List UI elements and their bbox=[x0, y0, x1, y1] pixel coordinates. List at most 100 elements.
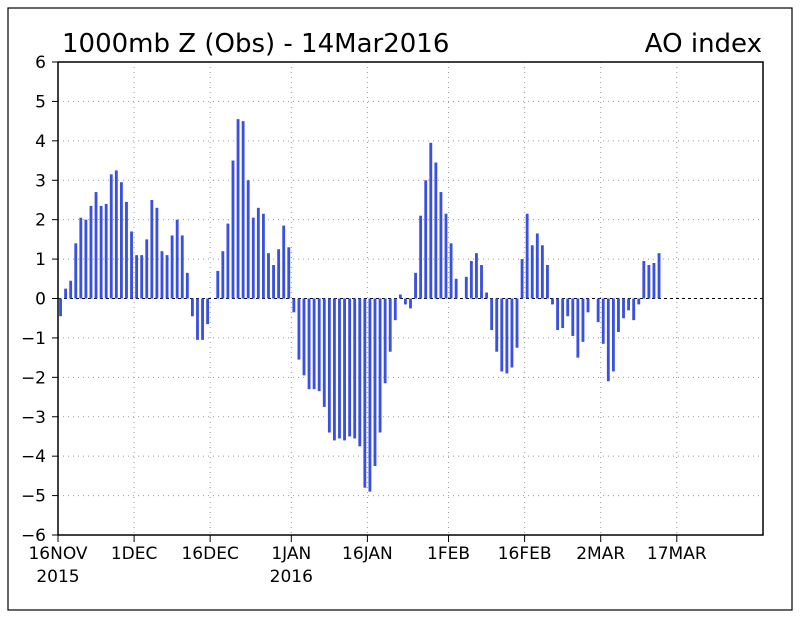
bar bbox=[353, 298, 357, 439]
bar bbox=[69, 280, 73, 299]
bar bbox=[576, 298, 580, 358]
bar bbox=[130, 231, 133, 299]
bar bbox=[444, 213, 448, 299]
bars bbox=[59, 119, 661, 492]
bar bbox=[611, 298, 615, 372]
y-tick-label: −1 bbox=[21, 329, 46, 349]
bar bbox=[343, 298, 346, 441]
y-tick-label: 0 bbox=[35, 290, 46, 310]
bar bbox=[368, 298, 372, 492]
bar bbox=[495, 298, 499, 352]
y-tick-label: −3 bbox=[21, 408, 46, 428]
bar bbox=[165, 255, 169, 299]
bar bbox=[383, 298, 387, 384]
x-tick-label: 1JAN bbox=[271, 544, 311, 564]
x-tick-label: 16FEB bbox=[498, 544, 552, 564]
bar bbox=[414, 272, 417, 299]
chart-title: 1000mb Z (Obs) - 14Mar2016 bbox=[62, 29, 449, 59]
bar bbox=[642, 261, 646, 299]
bar bbox=[617, 298, 620, 332]
x-tick-label: 1DEC bbox=[111, 544, 158, 564]
bar bbox=[398, 294, 402, 299]
bar bbox=[525, 213, 529, 299]
bar bbox=[114, 170, 118, 299]
y-tick-label: −2 bbox=[21, 368, 46, 388]
bar bbox=[429, 142, 433, 299]
bar bbox=[272, 265, 275, 299]
bar bbox=[520, 259, 524, 299]
bar bbox=[647, 265, 651, 299]
bar bbox=[241, 121, 245, 299]
bar bbox=[485, 292, 488, 299]
y-axis: 6 5 4 3 2 1 0 −1 −2 −3 −4 −5 −6 bbox=[21, 53, 58, 546]
bar bbox=[190, 298, 194, 317]
bar bbox=[464, 276, 468, 299]
bar bbox=[216, 270, 220, 299]
bar bbox=[358, 298, 362, 447]
bar bbox=[469, 261, 473, 299]
bar bbox=[373, 298, 377, 467]
bar bbox=[150, 199, 154, 299]
bar bbox=[206, 298, 210, 325]
bar bbox=[581, 298, 585, 342]
bar bbox=[109, 174, 113, 299]
bar bbox=[637, 298, 641, 305]
x-tick-label: 16JAN bbox=[342, 544, 393, 564]
bar bbox=[135, 255, 139, 299]
bar bbox=[348, 298, 352, 437]
bar bbox=[551, 298, 554, 305]
bar bbox=[378, 298, 382, 433]
bar bbox=[246, 180, 250, 299]
bar bbox=[333, 298, 336, 441]
x-tick-label: 16DEC bbox=[181, 544, 238, 564]
bar bbox=[419, 215, 423, 299]
bar bbox=[256, 207, 260, 299]
y-tick-label: 6 bbox=[35, 53, 46, 73]
y-tick-label: −6 bbox=[21, 526, 46, 546]
x-tick-sublabel: 2015 bbox=[36, 567, 79, 587]
bar bbox=[312, 298, 316, 390]
bar bbox=[236, 119, 240, 299]
bar bbox=[622, 298, 625, 319]
bar bbox=[297, 298, 301, 360]
bar bbox=[79, 217, 83, 299]
bar bbox=[64, 288, 68, 299]
bar bbox=[510, 298, 514, 368]
bar bbox=[59, 298, 62, 317]
bar bbox=[546, 265, 549, 299]
bar bbox=[287, 247, 291, 299]
bar bbox=[338, 298, 341, 439]
bar bbox=[140, 255, 144, 299]
bar bbox=[251, 217, 255, 299]
y-tick-label: 2 bbox=[35, 211, 46, 231]
bar bbox=[170, 235, 174, 299]
bar bbox=[627, 298, 631, 311]
bar bbox=[363, 298, 367, 488]
bar bbox=[180, 235, 184, 299]
bar bbox=[327, 298, 331, 433]
y-tick-label: 5 bbox=[35, 92, 46, 112]
bar bbox=[317, 298, 321, 392]
y-tick-label: 3 bbox=[35, 171, 46, 191]
x-axis: 16NOV 2015 1DEC 16DEC 1JAN 2016 16JAN 1FEB 16FEB… bbox=[28, 535, 707, 587]
bar bbox=[404, 298, 407, 305]
bar bbox=[94, 192, 98, 299]
bar bbox=[505, 298, 509, 374]
bar bbox=[393, 298, 397, 321]
bar bbox=[439, 192, 443, 299]
bar bbox=[267, 253, 270, 299]
bar bbox=[535, 233, 539, 299]
bar bbox=[302, 298, 306, 376]
bar bbox=[221, 251, 225, 299]
bar bbox=[89, 205, 93, 299]
bar bbox=[282, 225, 286, 299]
bar bbox=[540, 245, 544, 299]
bar bbox=[530, 245, 534, 299]
bar bbox=[74, 243, 78, 299]
x-tick-label: 1FEB bbox=[427, 544, 470, 564]
y-tick-label: −4 bbox=[21, 447, 46, 467]
bar bbox=[145, 239, 149, 299]
bar bbox=[424, 180, 428, 299]
y-tick-label: 4 bbox=[35, 132, 46, 152]
